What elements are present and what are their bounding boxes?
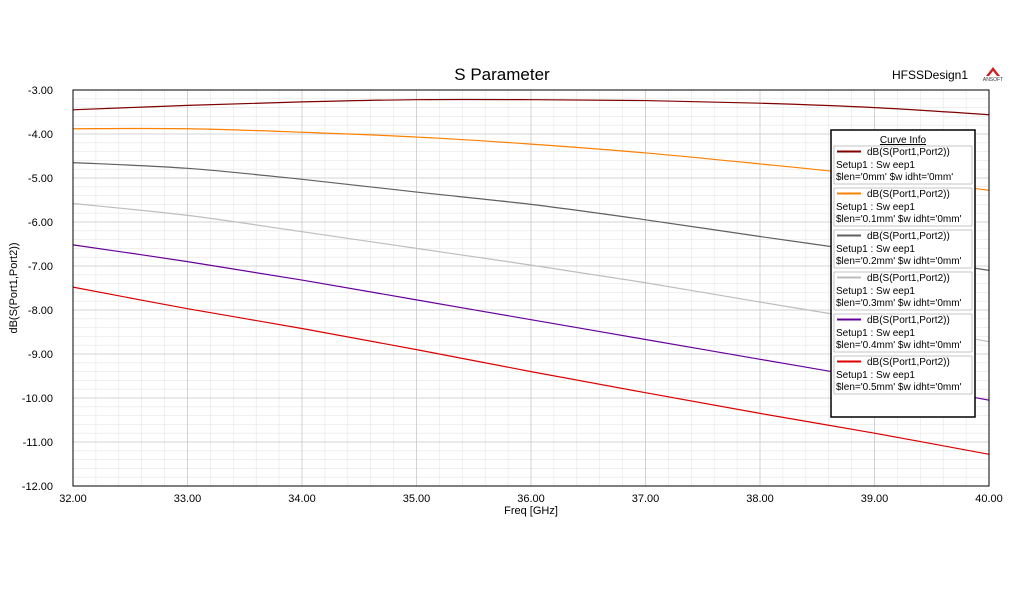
legend-entry-4: dB(S(Port1,Port2)) Setup1 : Sw eep1$len='… (833, 313, 973, 353)
legend-entries: dB(S(Port1,Port2))Setup1 : Sw eep1$len='… (833, 145, 973, 395)
legend-params: $len='0.1mm' $w idht='0mm' (836, 214, 962, 225)
y-tick-label: -3.00 (28, 85, 53, 97)
x-tick-label: 39.00 (861, 493, 889, 505)
legend-setup: Setup1 : Sw eep1 (836, 370, 915, 381)
series-line-5 (72, 286, 990, 455)
legend-entry-3: dB(S(Port1,Port2)) Setup1 : Sw eep1$len='… (833, 271, 973, 311)
legend-entry-5: dB(S(Port1,Port2)) Setup1 : Sw eep1$len='… (833, 355, 973, 395)
series-line-0 (72, 98, 990, 116)
legend-series-name: dB(S(Port1,Port2)) (867, 231, 950, 242)
y-tick-label: -10.00 (22, 393, 53, 405)
design-name-label: HFSSDesign1 (892, 68, 968, 82)
legend-series-name: dB(S(Port1,Port2)) (867, 357, 950, 368)
y-tick-label: -9.00 (28, 349, 53, 361)
y-tick-label: -8.00 (28, 305, 53, 317)
y-tick-label: -6.00 (28, 217, 53, 229)
legend-params: $len='0.4mm' $w idht='0mm' (836, 340, 962, 351)
x-tick-label: 32.00 (59, 493, 87, 505)
y-tick-label: -12.00 (22, 481, 53, 493)
plot-border (72, 89, 990, 487)
legend-params: $len='0.2mm' $w idht='0mm' (836, 256, 962, 267)
legend-series-name: dB(S(Port1,Port2)) (867, 189, 950, 200)
y-tick-label: -5.00 (28, 173, 53, 185)
y-tick-label: -11.00 (23, 437, 53, 449)
legend-box: Curve Info dB(S(Port1,Port2)) Setup1 : Sw… (830, 129, 976, 418)
legend-entry-1: dB(S(Port1,Port2)) Setup1 : Sw eep1$len='… (833, 187, 973, 227)
x-tick-label: 40.00 (975, 493, 1003, 505)
chart-title: S Parameter (454, 65, 550, 84)
legend-setup: Setup1 : Sw eep1 (836, 328, 915, 339)
ansoft-logo-text: ANSOFT (983, 77, 1003, 83)
legend-title: Curve Info (880, 135, 927, 146)
legend-setup: Setup1 : Sw eep1 (836, 160, 915, 171)
legend-params: $len='0.5mm' $w idht='0mm' (836, 382, 962, 393)
legend-params: $len='0.3mm' $w idht='0mm' (836, 298, 962, 309)
x-tick-label: 38.00 (746, 493, 774, 505)
x-axis-title: Freq [GHz] (504, 505, 558, 517)
x-tick-label: 33.00 (174, 493, 202, 505)
legend-setup: Setup1 : Sw eep1 (836, 286, 915, 297)
x-axis-ticks: 32.00 33.00 34.00 35.00 36.00 37.00 38.00 39.00… (59, 493, 1003, 505)
legend-series-name: dB(S(Port1,Port2)) (867, 147, 950, 158)
ansoft-logo: ANSOFT (983, 67, 1003, 83)
x-tick-label: 34.00 (288, 493, 316, 505)
y-axis-title: dB(S(Port1,Port2)) (8, 242, 20, 333)
y-tick-label: -4.00 (28, 129, 53, 141)
x-tick-label: 36.00 (517, 493, 545, 505)
x-tick-label: 37.00 (632, 493, 660, 505)
y-tick-label: -7.00 (28, 261, 53, 273)
legend-params: $len='0mm' $w idht='0mm' (836, 172, 953, 183)
y-axis-ticks: -3.00 -4.00 -5.00 -6.00 -7.00 -8.00 -9.00 -10.0… (22, 85, 53, 493)
x-tick-label: 35.00 (403, 493, 431, 505)
legend-entry-2: dB(S(Port1,Port2)) Setup1 : Sw eep1$len='… (833, 229, 973, 269)
legend-series-name: dB(S(Port1,Port2)) (867, 315, 950, 326)
legend-setup: Setup1 : Sw eep1 (836, 244, 915, 255)
legend-entry-0: dB(S(Port1,Port2)) Setup1 : Sw eep1$len='… (833, 145, 973, 185)
legend-series-name: dB(S(Port1,Port2)) (867, 273, 950, 284)
legend-setup: Setup1 : Sw eep1 (836, 202, 915, 213)
